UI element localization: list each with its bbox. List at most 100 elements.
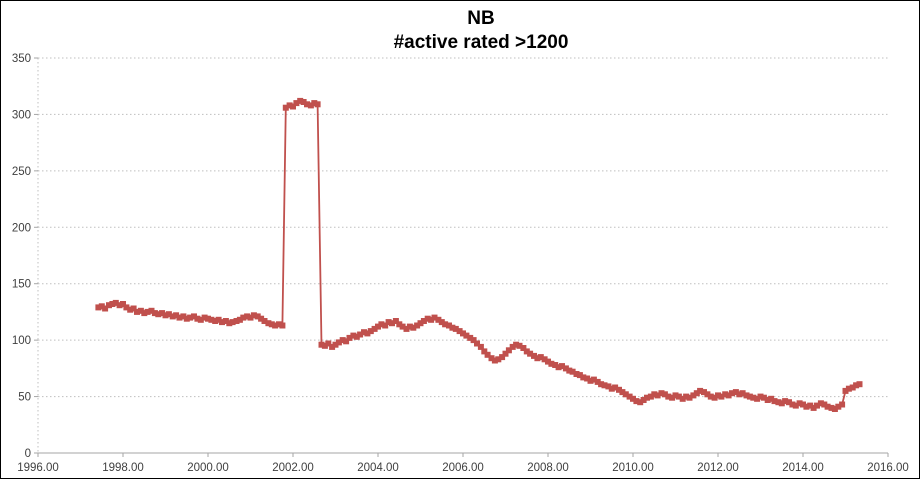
data-point-marker (513, 341, 520, 348)
data-point-marker (332, 341, 339, 348)
data-point-marker (853, 382, 860, 389)
data-point-marker (212, 318, 219, 324)
data-point-marker (148, 307, 155, 314)
data-point-marker (746, 393, 753, 400)
data-point-marker (449, 324, 456, 331)
data-point-marker (123, 304, 130, 311)
data-point-marker (760, 394, 767, 401)
data-point-marker (810, 404, 817, 411)
x-tick-label: 2006.00 (442, 462, 484, 474)
data-point-marker (637, 399, 644, 406)
data-point-marker (343, 338, 350, 345)
data-point-marker (722, 391, 729, 398)
data-point-marker (357, 331, 364, 338)
data-point-marker (456, 328, 463, 335)
data-point-marker (304, 101, 310, 108)
data-point-marker (686, 394, 693, 401)
data-point-marker (573, 371, 580, 377)
x-tick-label: 2002.00 (272, 462, 314, 474)
data-point-marker (821, 401, 828, 408)
data-point-marker (587, 377, 594, 384)
data-point-marker (775, 399, 782, 406)
data-point-marker (364, 330, 371, 337)
data-point-marker (537, 354, 544, 361)
data-point-marker (159, 310, 166, 317)
data-point-marker (201, 314, 208, 321)
data-point-marker (375, 323, 381, 330)
data-point-marker (431, 314, 438, 321)
data-point-marker (258, 315, 265, 322)
data-point-marker (590, 376, 597, 383)
data-point-marker (856, 381, 863, 388)
data-point-marker (786, 399, 792, 406)
data-point-marker (764, 397, 771, 403)
data-point-marker (155, 311, 162, 318)
data-point-marker (460, 330, 466, 337)
data-point-marker (141, 310, 148, 317)
data-point-marker (169, 313, 176, 320)
data-point-marker (754, 395, 761, 402)
data-point-marker (438, 319, 445, 326)
data-point-marker (137, 307, 144, 314)
data-point-marker (300, 99, 307, 105)
data-point-marker (601, 382, 608, 389)
y-tick-label: 0 (25, 448, 31, 460)
data-point-marker (803, 403, 810, 410)
data-point-marker (385, 319, 392, 326)
y-tick-label: 50 (18, 392, 31, 404)
data-point-marker (608, 385, 615, 392)
data-point-marker (442, 321, 449, 328)
data-point-marker (509, 343, 516, 350)
data-point-marker (279, 322, 286, 329)
data-point-marker (417, 320, 424, 327)
data-point-marker (226, 320, 233, 327)
data-point-marker (644, 394, 650, 401)
data-point-marker (651, 391, 658, 398)
data-point-marker (325, 340, 332, 347)
data-point-marker (452, 325, 459, 332)
data-point-marker (824, 403, 831, 410)
data-point-marker (782, 398, 789, 405)
data-point-marker (329, 343, 336, 350)
data-point-marker (261, 318, 268, 324)
data-point-marker (566, 367, 573, 374)
data-point-marker (516, 342, 523, 349)
data-point-marker (715, 392, 721, 399)
data-point-marker (527, 350, 534, 357)
data-point-marker (499, 354, 506, 361)
data-point-marker (622, 391, 629, 398)
data-point-marker (594, 378, 601, 385)
data-point-marker (789, 401, 796, 408)
data-point-marker (605, 383, 612, 390)
data-point-marker (484, 351, 491, 358)
data-point-marker (640, 397, 647, 403)
data-point-marker (293, 100, 300, 107)
data-point-marker (491, 357, 498, 364)
data-point-marker (194, 315, 201, 322)
data-point-marker (311, 100, 318, 107)
data-point-marker (361, 329, 367, 336)
data-point-marker (711, 394, 718, 401)
data-point-marker (112, 299, 119, 306)
data-point-marker (282, 104, 289, 111)
data-point-marker (630, 395, 636, 402)
data-point-marker (307, 102, 314, 109)
data-point-marker (314, 101, 321, 108)
data-point-marker (250, 312, 257, 319)
data-point-marker (842, 387, 849, 394)
data-point-marker (244, 313, 251, 320)
data-point-marker (505, 347, 512, 354)
data-point-marker (831, 406, 838, 412)
data-point-marker (661, 391, 668, 398)
data-point-marker (350, 332, 357, 339)
data-point-marker (215, 316, 222, 323)
y-tick-label: 250 (12, 166, 31, 178)
data-point-marker (219, 319, 225, 326)
data-point-marker (520, 345, 527, 351)
data-point-marker (378, 321, 385, 328)
data-point-marker (672, 392, 679, 399)
data-point-marker (254, 313, 261, 320)
data-point-marker (580, 374, 587, 381)
data-point-marker (399, 323, 406, 330)
